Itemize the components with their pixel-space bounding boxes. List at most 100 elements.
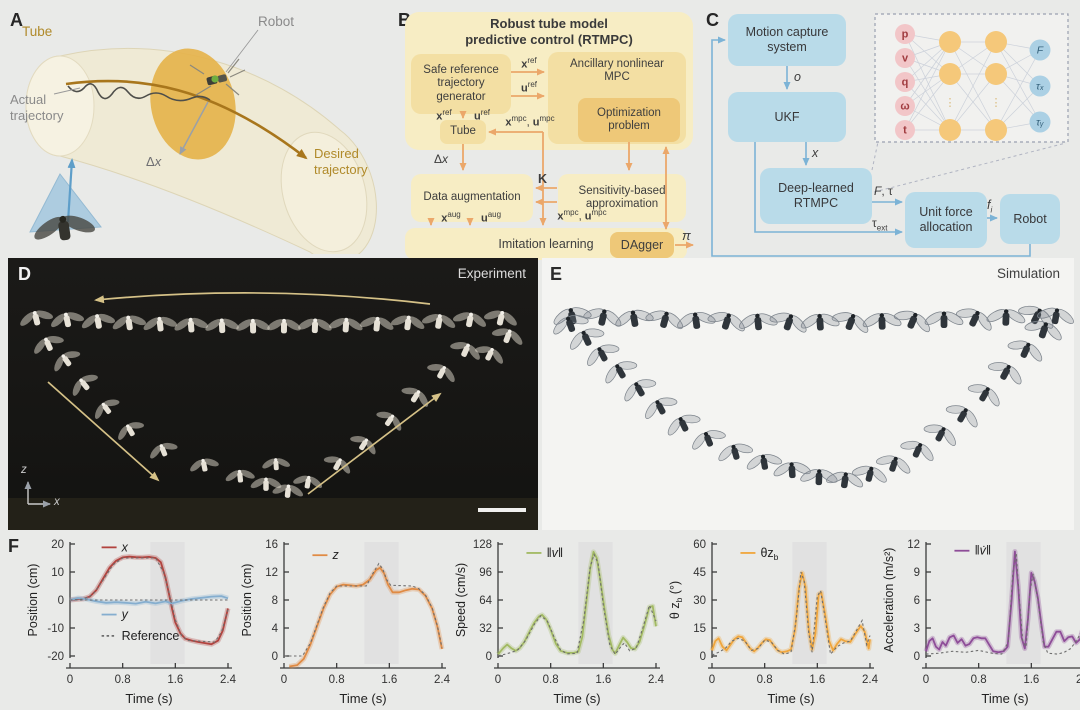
- robot-glyph: [225, 469, 255, 483]
- legend-label: x: [121, 540, 129, 554]
- robot-glyph: [272, 484, 304, 498]
- nn-input-label: ω: [900, 101, 909, 113]
- svg-text:Time (s): Time (s): [125, 691, 172, 706]
- robot-glyph: [645, 397, 678, 419]
- dx-label: Δx: [146, 154, 162, 169]
- svg-text:1.6: 1.6: [167, 674, 183, 686]
- unit-force-label: fi: [987, 198, 993, 215]
- svg-text:1.6: 1.6: [809, 674, 825, 686]
- chart-position-xy: -20 -10 0 10 20 0 0.8 1.6 2.4 Time (s) Position (c…: [26, 539, 236, 706]
- svg-text:8: 8: [272, 595, 278, 607]
- robot-glyph: [553, 307, 592, 325]
- svg-text:2.4: 2.4: [648, 674, 664, 686]
- svg-text:Speed (cm/s): Speed (cm/s): [454, 563, 468, 637]
- svg-text:Time (s): Time (s): [553, 691, 600, 706]
- legend-label: θzb​: [760, 546, 778, 562]
- chart-acceleration: 0 3 6 9 12 0 0.8 1.6 2.4 Time (s) Acceleration (m/…: [882, 539, 1080, 706]
- svg-text:2.4: 2.4: [220, 674, 236, 686]
- ground-robot-silhouette: [34, 215, 96, 241]
- robot-glyph: [876, 455, 911, 474]
- robot-glyph: [667, 414, 701, 436]
- svg-text:0: 0: [495, 674, 501, 686]
- robot-glyph: [350, 435, 376, 455]
- chart-attitude: 0 15 30 45 60 0 0.8 1.6 2.4 Time (s) θ zb​ (°) θzb​: [668, 539, 878, 706]
- robot-glyph: [624, 379, 657, 402]
- panel-f-label: F: [8, 536, 19, 556]
- robot-glyph: [150, 442, 178, 459]
- robot-glyph: [174, 317, 208, 333]
- panel-c-label: C: [706, 10, 719, 30]
- panel-d-label: D: [18, 264, 31, 284]
- robot-glyph: [900, 440, 934, 462]
- xaug-label: xaug: [441, 210, 461, 225]
- robot-glyph: [450, 342, 480, 360]
- robot-glyph: [583, 308, 622, 327]
- scale-bar: [478, 508, 526, 512]
- robot-glyph: [427, 364, 455, 383]
- experiment-caption: Experiment: [457, 266, 526, 281]
- svg-text:2.4: 2.4: [1076, 674, 1080, 686]
- robot-glyph: [1007, 340, 1043, 362]
- robot-glyph: [323, 456, 351, 474]
- robot-glyph: [51, 312, 85, 328]
- robot-glyph: [800, 313, 840, 331]
- robot-flight-sequence: [20, 310, 523, 498]
- robot-glyph: [293, 475, 323, 489]
- svg-text:-20: -20: [47, 651, 64, 663]
- svg-text:0: 0: [272, 651, 278, 663]
- tube-label: Tube: [22, 24, 53, 39]
- panel-d-experiment-photo: D Experiment z x: [8, 258, 538, 530]
- legend-label: z: [331, 548, 339, 562]
- svg-text:45: 45: [693, 567, 706, 579]
- robot-glyph: [615, 309, 654, 327]
- svg-text:1.6: 1.6: [381, 674, 397, 686]
- robot-glyph: [390, 315, 425, 331]
- svg-text:0.8: 0.8: [757, 674, 773, 686]
- uref-label: uref: [520, 80, 538, 95]
- svg-text:0: 0: [281, 674, 287, 686]
- panel-f-telemetry-charts: F -20 -10 0 10 20 0 0.8 1.6 2.4 Time (s) Position …: [0, 534, 1080, 710]
- robot-glyph: [329, 317, 363, 333]
- robot-glyph: [236, 318, 270, 334]
- robot-glyph: [298, 318, 332, 334]
- robot-glyph: [250, 477, 282, 491]
- svg-text:12: 12: [907, 539, 920, 551]
- robot-glyph: [483, 310, 517, 326]
- tube-box: Tube: [440, 120, 486, 144]
- robot-glyph: [452, 312, 487, 328]
- robot-glyph: [707, 312, 745, 332]
- svg-text:30: 30: [693, 595, 706, 607]
- robot-glyph: [987, 362, 1022, 385]
- svg-text:-10: -10: [47, 623, 64, 635]
- svg-text:2.4: 2.4: [862, 674, 878, 686]
- svg-text:0: 0: [700, 651, 706, 663]
- robot-glyph: [143, 316, 178, 332]
- dx-error-arrow: [179, 101, 209, 155]
- axis-indicator: [24, 481, 51, 508]
- nn-input-label: q: [902, 77, 909, 89]
- svg-text:96: 96: [479, 567, 492, 579]
- robot-label: Robot: [258, 14, 295, 29]
- axis-x-label: x: [54, 496, 60, 508]
- observation-label: o: [794, 70, 801, 84]
- motion-capture-box: Motion capture system: [728, 14, 846, 66]
- robot-glyph: [72, 374, 98, 396]
- nn-output-label: F: [1037, 45, 1044, 57]
- svg-text:0: 0: [486, 651, 492, 663]
- robot-glyph: [20, 310, 53, 326]
- robot-glyph: [924, 311, 964, 328]
- floor: [8, 498, 538, 530]
- robot-glyph: [718, 443, 754, 462]
- legend-label: ‖v̇‖: [974, 544, 991, 558]
- robot-glyph: [955, 308, 992, 331]
- robot-glyph: [945, 405, 978, 428]
- panel-e-label: E: [550, 264, 563, 284]
- robot-glyph: [94, 399, 120, 420]
- robot-glyph: [923, 424, 956, 446]
- svg-text:0.8: 0.8: [543, 674, 559, 686]
- nn-output-label: τₓ: [1036, 81, 1044, 93]
- svg-text:Time (s): Time (s): [339, 691, 386, 706]
- svg-text:Acceleration (m/s²): Acceleration (m/s²): [882, 548, 896, 653]
